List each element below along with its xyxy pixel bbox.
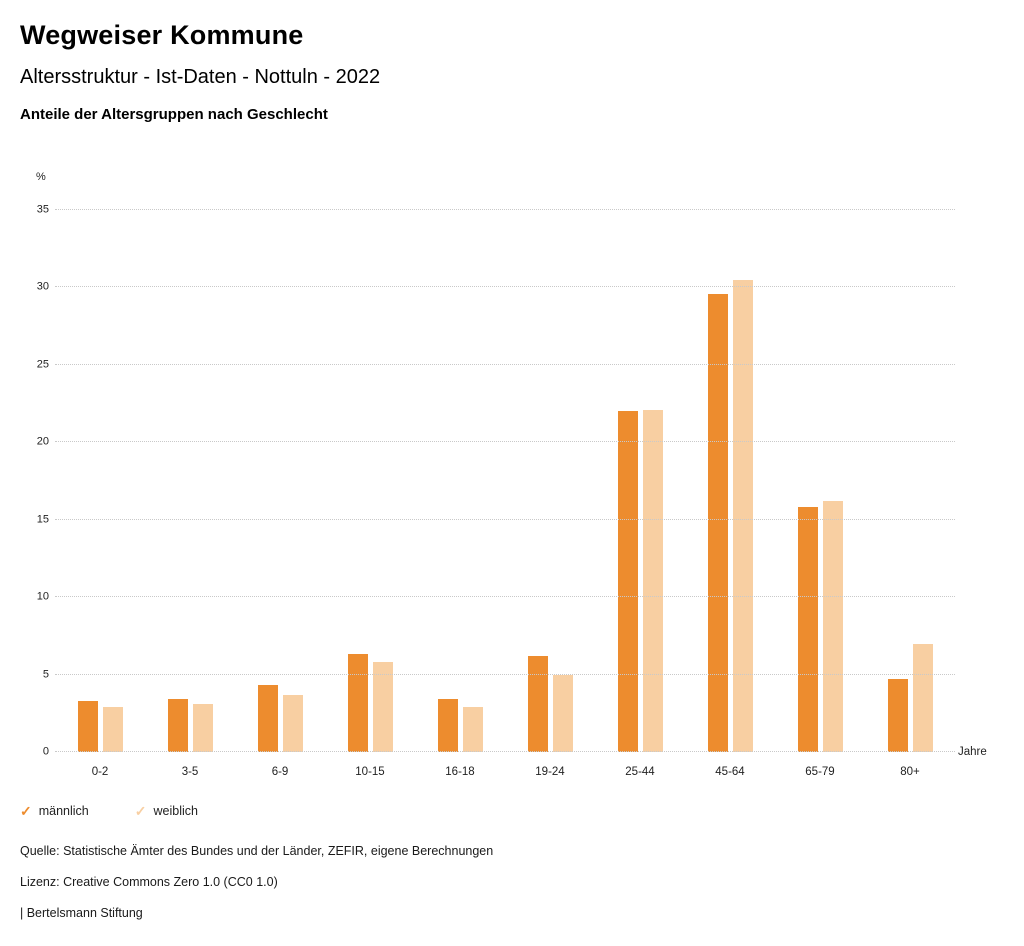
gridline <box>55 596 955 598</box>
bar-group <box>235 210 325 752</box>
page-title: Wegweiser Kommune <box>20 20 304 50</box>
bar-männlich[interactable] <box>617 411 638 752</box>
legend: ✓ männlich ✓ weiblich <box>20 804 198 818</box>
y-axis-tick-label: 30 <box>36 280 49 293</box>
bar-weiblich[interactable] <box>642 409 663 752</box>
x-axis-tick-label: 19-24 <box>535 766 565 778</box>
x-axis-unit-label: Jahre <box>958 746 987 758</box>
x-axis-tick-label: 10-15 <box>355 766 385 778</box>
source-text: Quelle: Statistische Ämter des Bundes un… <box>20 844 494 858</box>
legend-label: männlich <box>38 804 89 818</box>
bar-männlich[interactable] <box>887 679 908 752</box>
bar-group <box>685 210 775 752</box>
bar-weiblich[interactable] <box>102 707 123 752</box>
x-axis-tick-label: 3-5 <box>181 766 199 778</box>
legend-label: weiblich <box>153 804 198 818</box>
bar-group <box>865 210 955 752</box>
bar-group <box>505 210 595 752</box>
legend-item-männlich[interactable]: ✓ männlich <box>20 804 89 818</box>
bar-männlich[interactable] <box>707 293 728 752</box>
chart-heading: Anteile der Altersgruppen nach Geschlech… <box>20 106 328 123</box>
bar-weiblich[interactable] <box>552 674 573 752</box>
y-axis-unit-label: % <box>36 171 46 183</box>
x-axis-tick-label: 25-44 <box>625 766 655 778</box>
check-icon: ✓ <box>20 803 32 819</box>
y-axis-tick-label: 15 <box>36 513 49 526</box>
bar-männlich[interactable] <box>797 507 818 752</box>
x-axis-tick-label: 0-2 <box>91 766 109 778</box>
y-axis-tick-label: 35 <box>36 203 49 216</box>
bar-weiblich[interactable] <box>462 707 483 752</box>
bar-group <box>415 210 505 752</box>
x-axis-labels: 0-2 3-5 6-9 10-15 16-18 19-24 25-44 45-64 65-79 8… <box>55 766 955 778</box>
gridline <box>55 209 955 210</box>
plot-area: 0 5 10 15 20 25 30 35 <box>37 204 955 757</box>
bar-weiblich[interactable] <box>192 704 213 752</box>
check-icon: ✓ <box>134 803 147 819</box>
bar-weiblich[interactable] <box>732 279 753 752</box>
bar-männlich[interactable] <box>77 700 98 752</box>
y-axis-tick-label: 25 <box>36 358 49 371</box>
bar-männlich[interactable] <box>347 654 368 752</box>
license-text: Lizenz: Creative Commons Zero 1.0 (CC0 1… <box>20 875 278 889</box>
y-axis-tick-label: 20 <box>36 435 49 448</box>
bar-weiblich[interactable] <box>372 662 393 752</box>
bar-weiblich[interactable] <box>822 501 843 752</box>
x-axis-tick-label: 6-9 <box>271 766 289 778</box>
x-axis-tick-label: 65-79 <box>805 766 835 778</box>
gridline <box>55 518 955 520</box>
x-axis-tick-label: 80+ <box>900 766 920 778</box>
gridline <box>55 286 955 288</box>
bar-group <box>55 210 145 752</box>
y-axis-tick-label: 10 <box>36 590 49 603</box>
attribution-text: | Bertelsmann Stiftung <box>20 906 143 920</box>
bar-männlich[interactable] <box>167 699 188 752</box>
bar-männlich[interactable] <box>257 685 278 752</box>
gridline <box>55 363 955 365</box>
y-axis-tick-label: 5 <box>42 668 49 681</box>
bar-groups <box>55 210 955 752</box>
bar-weiblich[interactable] <box>912 643 933 752</box>
legend-item-weiblich[interactable]: ✓ weiblich <box>135 804 198 818</box>
bar-group <box>145 210 235 752</box>
bar-group <box>595 210 685 752</box>
bar-männlich[interactable] <box>437 699 458 752</box>
gridline <box>55 441 955 443</box>
bar-weiblich[interactable] <box>282 694 303 752</box>
gridline <box>55 673 955 675</box>
x-axis-tick-label: 45-64 <box>715 766 745 778</box>
bar-group <box>775 210 865 752</box>
x-axis-tick-label: 16-18 <box>445 766 475 778</box>
gridline <box>55 751 955 752</box>
bar-männlich[interactable] <box>527 656 548 752</box>
bar-group <box>325 210 415 752</box>
y-axis-tick-label: 0 <box>42 745 49 758</box>
page-subtitle: Altersstruktur - Ist-Daten - Nottuln - 2… <box>20 66 381 88</box>
